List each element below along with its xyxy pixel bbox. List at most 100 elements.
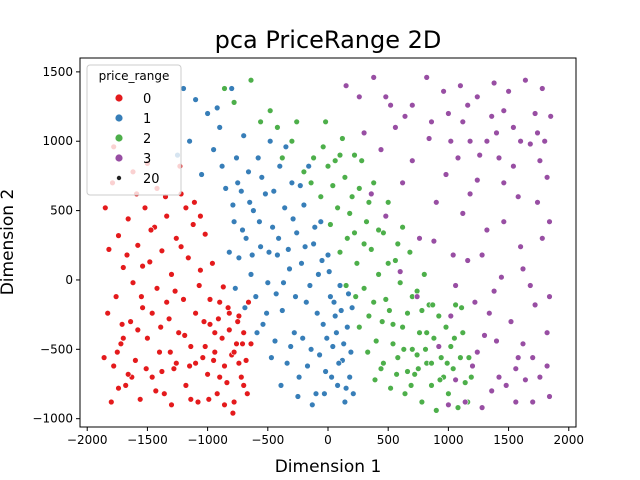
point-class-1-21 (257, 243, 264, 250)
point-class-3-24 (543, 174, 551, 181)
point-class-2-23 (377, 365, 385, 372)
point-class-0-0 (102, 204, 109, 212)
point-class-2-39 (416, 329, 423, 336)
point-class-2-73 (399, 323, 406, 331)
point-class-0-2 (110, 362, 117, 370)
point-class-3-25 (368, 190, 375, 198)
point-class-3-45 (531, 301, 539, 309)
point-class-2-77 (418, 307, 426, 314)
point-class-3-9 (490, 79, 498, 87)
point-class-0-86 (229, 409, 237, 417)
point-class-1-46 (317, 218, 324, 225)
point-class-3-55 (462, 398, 469, 406)
point-class-2-63 (351, 229, 358, 237)
point-class-3-47 (435, 343, 442, 350)
point-class-3-2 (370, 74, 377, 81)
point-class-3-64 (531, 110, 539, 117)
point-class-2-31 (397, 279, 404, 286)
point-class-2-83 (356, 323, 363, 331)
legend-marker-1 (115, 114, 123, 122)
point-class-0-16 (144, 335, 151, 342)
point-class-0-43 (209, 260, 216, 267)
point-class-0-39 (199, 354, 207, 361)
point-class-2-14 (353, 260, 361, 267)
point-class-3-32 (483, 226, 491, 234)
point-class-0-73 (167, 348, 174, 356)
point-class-3-33 (500, 179, 507, 187)
point-class-3-35 (534, 199, 541, 206)
point-class-1-108 (218, 163, 226, 170)
point-class-0-42 (206, 321, 214, 328)
point-class-3-84 (512, 365, 519, 372)
point-class-2-53 (450, 365, 457, 372)
point-class-0-82 (210, 357, 217, 364)
point-class-3-4 (401, 113, 409, 120)
point-class-1-52 (332, 312, 339, 320)
point-class-0-110 (197, 212, 204, 220)
point-class-0-24 (163, 212, 170, 220)
point-class-3-67 (474, 176, 481, 184)
point-class-2-57 (459, 329, 466, 336)
point-class-0-118 (235, 360, 243, 367)
point-class-0-60 (104, 310, 111, 317)
point-class-1-17 (247, 271, 255, 278)
point-class-3-49 (469, 362, 476, 370)
point-class-3-65 (541, 138, 548, 145)
point-class-2-108 (342, 282, 350, 289)
point-class-1-68 (253, 329, 261, 336)
point-class-3-21 (493, 129, 500, 137)
point-class-2-17 (363, 218, 370, 225)
point-class-1-5 (204, 110, 211, 117)
point-class-3-94 (464, 101, 471, 109)
point-class-2-2 (257, 118, 264, 126)
point-class-0-104 (168, 401, 175, 408)
point-class-3-27 (399, 179, 406, 187)
point-class-1-3 (192, 96, 199, 103)
point-class-2-26 (385, 199, 392, 206)
point-class-0-58 (245, 299, 252, 306)
point-class-1-73 (268, 354, 275, 361)
point-class-2-76 (413, 351, 421, 359)
point-class-1-64 (239, 226, 246, 234)
point-class-0-18 (149, 373, 156, 381)
point-class-3-83 (493, 337, 500, 345)
point-class-2-9 (329, 182, 336, 189)
point-class-2-55 (454, 404, 462, 411)
point-class-1-22 (259, 321, 267, 328)
legend-marker-3 (115, 154, 123, 162)
point-class-1-72 (265, 249, 273, 256)
point-class-3-50 (486, 310, 493, 317)
point-class-0-20 (153, 285, 161, 292)
point-class-2-48 (438, 354, 445, 361)
point-class-2-24 (380, 229, 387, 237)
x-axis-ticks: −2000 −1500 −1000 −500 0 500 1000 1500 2000 (67, 427, 584, 447)
point-class-3-86 (543, 362, 551, 370)
point-class-1-33 (286, 265, 293, 273)
point-class-2-32 (399, 224, 406, 231)
point-class-3-71 (459, 210, 466, 217)
point-class-3-3 (387, 101, 394, 109)
point-class-0-67 (138, 293, 145, 300)
point-class-1-40 (303, 299, 310, 306)
point-class-0-84 (220, 283, 227, 291)
point-class-3-75 (539, 235, 546, 242)
point-class-0-116 (226, 310, 233, 317)
point-class-2-66 (365, 199, 373, 206)
point-class-3-80 (546, 293, 553, 300)
point-class-1-56 (341, 398, 349, 406)
point-class-2-72 (394, 240, 401, 248)
point-class-0-94 (120, 335, 127, 342)
point-class-3-85 (529, 398, 536, 406)
point-class-2-107 (336, 249, 344, 256)
point-class-0-47 (218, 335, 226, 342)
point-class-0-31 (180, 296, 187, 303)
point-class-1-7 (216, 124, 223, 131)
point-class-3-87 (445, 401, 452, 408)
point-class-1-43 (310, 240, 317, 248)
point-class-2-21 (373, 337, 380, 345)
point-class-1-48 (322, 368, 329, 375)
point-class-3-54 (546, 393, 553, 400)
point-class-1-75 (273, 290, 280, 297)
